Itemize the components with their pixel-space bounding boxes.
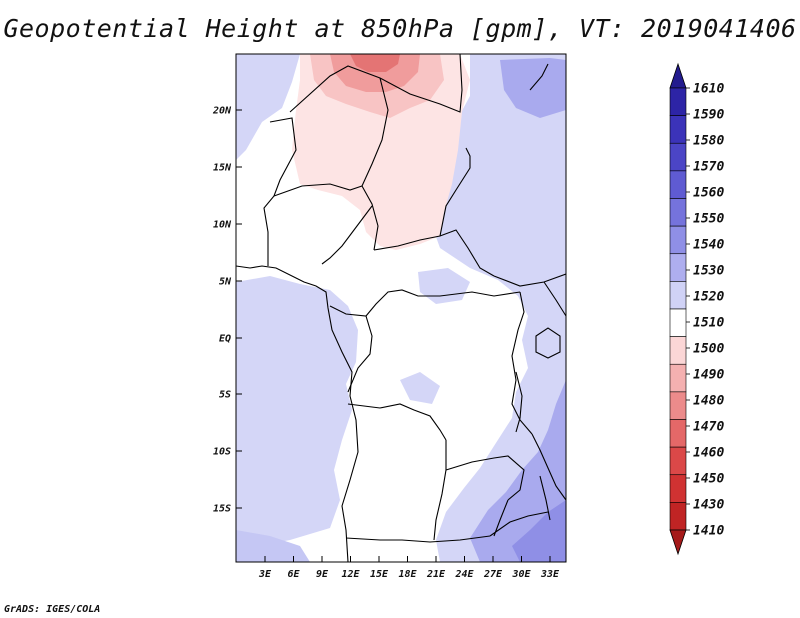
border-south-sudan — [493, 273, 566, 287]
colorbar-label: 1550 — [693, 212, 724, 227]
border-sudan — [439, 147, 471, 237]
colorbar-label: 1480 — [693, 394, 724, 409]
colorbar-swatch — [669, 363, 687, 393]
longitude-axis: 3E 6E 9E 12E 15E 18E 21E 24E 27E 30E 33E — [258, 556, 560, 580]
colorbar-label: 1610 — [693, 82, 724, 97]
lake-tanganyika — [515, 371, 523, 433]
colorbar-swatch — [669, 142, 687, 172]
shade-central-west — [418, 268, 470, 304]
border-car — [373, 229, 495, 277]
border-east-lakes — [511, 291, 533, 435]
border-south-east — [489, 499, 549, 537]
shade-southwest — [236, 530, 310, 562]
colorbar-swatch — [669, 336, 687, 365]
colorbar-swatch — [669, 281, 687, 310]
chart-title: Geopotential Height at 850hPa [gpm], VT:… — [3, 14, 797, 43]
colorbar-swatch — [669, 225, 687, 255]
shade-gulf-guinea — [236, 276, 358, 550]
lat-label: 5S — [219, 390, 231, 401]
lon-label: 3E — [258, 569, 272, 580]
lake-malawi — [539, 475, 551, 521]
lon-label: 27E — [483, 569, 503, 580]
colorbar-swatch — [669, 115, 687, 144]
colorbar-swatch-bottom — [669, 529, 687, 556]
border-niger-nigeria — [263, 117, 297, 266]
border-zambia — [445, 455, 525, 501]
colorbar-label: 1540 — [693, 238, 724, 253]
lon-label: 24E — [454, 569, 474, 580]
colorbar-label: 1430 — [693, 498, 724, 513]
colorbar-swatch-top — [669, 62, 687, 89]
border-sahara-north — [289, 54, 463, 113]
border-cameroon — [321, 205, 373, 265]
colorbar-swatch — [669, 87, 687, 116]
colorbar-label: 1410 — [693, 524, 724, 539]
colorbar-swatch — [669, 170, 687, 199]
colorbar-label: 1560 — [693, 186, 724, 201]
shade-west-atlantic — [236, 54, 300, 160]
border-angola-east — [433, 440, 447, 541]
latitude-axis: 20N 15N 10N 5N EQ 5S 10S 15S — [212, 106, 242, 515]
colorbar-label: 1590 — [693, 108, 724, 123]
shade-northeast — [500, 58, 566, 118]
colorbar-swatch — [669, 308, 687, 337]
lat-label: 15N — [213, 163, 232, 174]
lon-label: 30E — [511, 569, 531, 580]
border-east-coast — [531, 281, 566, 501]
colorbar-label: 1510 — [693, 316, 724, 331]
colorbar-label: 1570 — [693, 160, 724, 175]
shade-sahara-core — [350, 54, 400, 72]
lon-label: 15E — [370, 569, 389, 580]
lon-label: 33E — [540, 569, 560, 580]
lat-label: 20N — [212, 106, 232, 117]
border-chad-libya — [361, 77, 389, 251]
colorbar-swatch — [669, 419, 687, 448]
colorbar: 1610 1590 1580 1570 1560 1550 1540 1530 1520 1510… — [669, 62, 724, 556]
footer-credit: GrADS: IGES/COLA — [4, 604, 101, 615]
lon-label: 21E — [426, 569, 446, 580]
lat-label: EQ — [219, 334, 231, 345]
lat-label: 5N — [219, 277, 232, 288]
colorbar-label: 1460 — [693, 446, 724, 461]
lat-label: 15S — [213, 504, 231, 515]
map-panel: 20N 15N 10N 5N EQ 5S 10S 15S 3E 6E 9E 12E 15E 18E 21E… — [212, 53, 567, 580]
colorbar-label: 1580 — [693, 134, 724, 149]
colorbar-label: 1530 — [693, 264, 724, 279]
shade-mozambique — [512, 500, 566, 562]
colorbar-swatch — [669, 198, 687, 227]
shade-southeast — [470, 380, 566, 562]
colorbar-swatch — [669, 502, 687, 531]
lon-label: 18E — [398, 569, 417, 580]
colorbar-swatch — [669, 391, 687, 420]
lat-label: 10S — [213, 447, 231, 458]
border-namibia — [345, 535, 491, 543]
colorbar-label: 1490 — [693, 368, 724, 383]
lon-label: 9E — [316, 569, 329, 580]
border-congo — [329, 289, 521, 317]
colorbar-label: 1520 — [693, 290, 724, 305]
colorbar-label: 1450 — [693, 472, 724, 487]
border-nigeria-south — [273, 183, 363, 197]
borders — [236, 54, 566, 562]
lon-label: 6E — [287, 569, 300, 580]
border-angola-north — [347, 403, 447, 441]
border-drc-west — [347, 315, 373, 393]
colorbar-swatch — [669, 446, 687, 476]
lon-label: 12E — [341, 569, 360, 580]
colorbar-swatch — [669, 474, 687, 503]
map-frame — [235, 53, 567, 563]
shade-angola-east — [400, 372, 440, 404]
red-sea-coast — [529, 63, 549, 91]
colorbar-label: 1500 — [693, 342, 724, 357]
coastline-west — [236, 265, 359, 562]
colorbar-swatch — [669, 253, 687, 282]
lat-label: 10N — [213, 220, 232, 231]
lake-victoria — [535, 327, 561, 359]
colorbar-label: 1470 — [693, 420, 724, 435]
shade-sahara-light — [292, 54, 470, 250]
